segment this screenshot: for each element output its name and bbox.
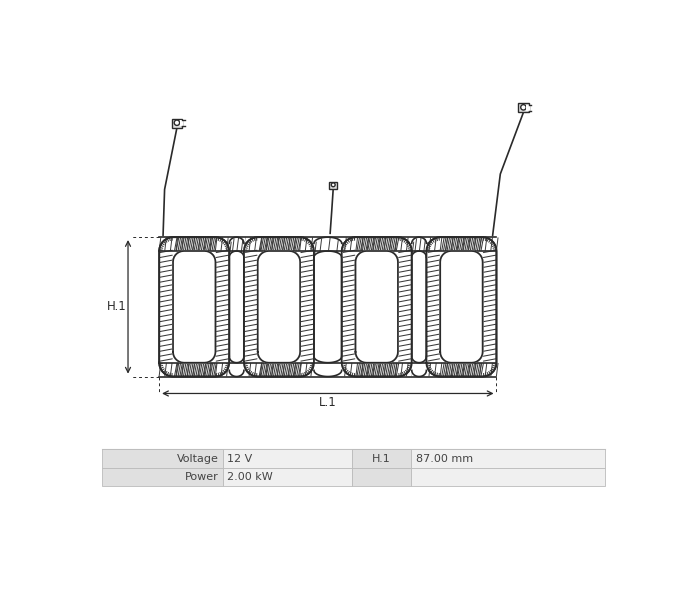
Polygon shape <box>412 233 426 251</box>
Bar <box>223 468 352 486</box>
Bar <box>352 449 411 468</box>
Polygon shape <box>314 362 342 380</box>
Text: 87.00 mm: 87.00 mm <box>416 454 473 464</box>
Bar <box>102 449 223 468</box>
Circle shape <box>331 183 335 187</box>
Polygon shape <box>440 251 482 362</box>
Bar <box>411 449 605 468</box>
Polygon shape <box>314 233 342 251</box>
Polygon shape <box>258 251 300 362</box>
Polygon shape <box>244 237 314 377</box>
Text: Voltage: Voltage <box>177 454 219 464</box>
Polygon shape <box>229 233 244 251</box>
Bar <box>411 468 605 486</box>
Bar <box>172 119 182 128</box>
Text: 2.00 kW: 2.00 kW <box>227 472 273 482</box>
Text: H.1: H.1 <box>108 301 127 313</box>
Bar <box>352 468 411 486</box>
Bar <box>526 105 529 110</box>
Polygon shape <box>426 237 497 377</box>
Polygon shape <box>173 251 215 362</box>
Polygon shape <box>355 251 398 362</box>
Bar <box>518 103 529 112</box>
Bar <box>329 182 337 188</box>
Bar <box>180 121 183 126</box>
Text: L.1: L.1 <box>319 396 337 409</box>
Text: H.1: H.1 <box>373 454 391 464</box>
Polygon shape <box>173 251 215 362</box>
Polygon shape <box>412 362 426 380</box>
Polygon shape <box>258 251 300 362</box>
Circle shape <box>521 104 526 110</box>
Polygon shape <box>440 251 482 362</box>
Text: 12 V: 12 V <box>227 454 253 464</box>
Text: Power: Power <box>185 472 219 482</box>
Bar <box>102 468 223 486</box>
Circle shape <box>174 120 179 125</box>
Bar <box>223 449 352 468</box>
Polygon shape <box>355 251 398 362</box>
Polygon shape <box>159 237 229 377</box>
Polygon shape <box>229 362 244 380</box>
Polygon shape <box>342 237 412 377</box>
